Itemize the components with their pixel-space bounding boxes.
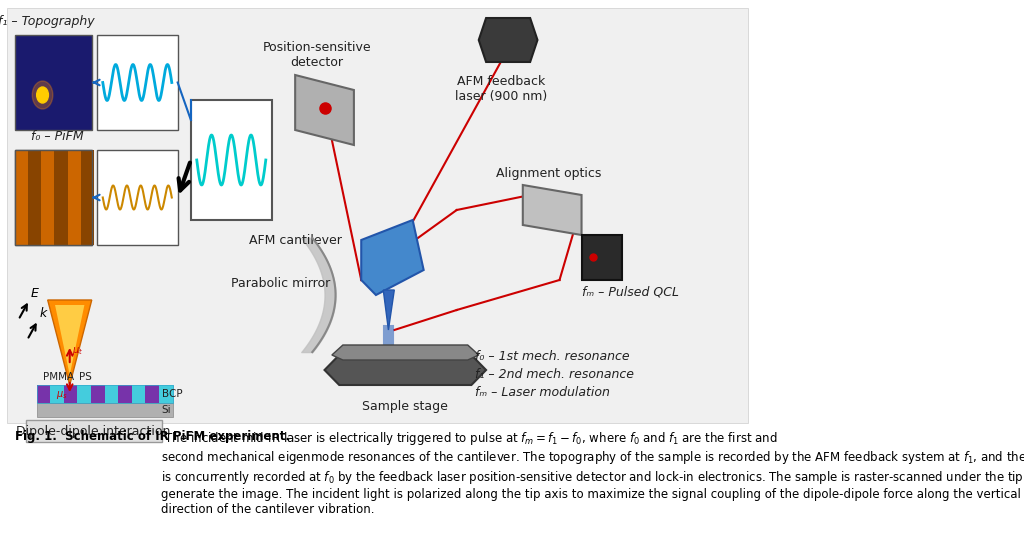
Text: Dipole-dipole interaction: Dipole-dipole interaction [16, 425, 170, 438]
FancyBboxPatch shape [582, 235, 622, 280]
Text: AFM feedback
laser (900 nm): AFM feedback laser (900 nm) [455, 75, 547, 103]
FancyBboxPatch shape [54, 150, 68, 245]
FancyBboxPatch shape [81, 150, 94, 245]
Text: $\mu_s$: $\mu_s$ [56, 389, 69, 401]
FancyBboxPatch shape [145, 385, 159, 403]
Polygon shape [361, 220, 424, 295]
Text: $\mu_t$: $\mu_t$ [72, 345, 83, 357]
Polygon shape [295, 75, 354, 145]
Text: k: k [40, 307, 47, 320]
Text: Sample stage: Sample stage [362, 400, 449, 413]
Text: f₀ – PiFM: f₀ – PiFM [31, 130, 83, 143]
FancyBboxPatch shape [132, 385, 145, 403]
FancyBboxPatch shape [118, 385, 132, 403]
Text: PMMA: PMMA [43, 372, 75, 382]
FancyBboxPatch shape [14, 150, 92, 245]
Text: Position-sensitive
detector: Position-sensitive detector [263, 41, 372, 69]
FancyBboxPatch shape [28, 150, 41, 245]
FancyBboxPatch shape [37, 403, 172, 417]
Text: Si: Si [162, 405, 171, 415]
FancyBboxPatch shape [7, 8, 748, 423]
Text: f₁ – 2nd mech. resonance: f₁ – 2nd mech. resonance [475, 368, 634, 381]
FancyBboxPatch shape [14, 150, 28, 245]
FancyBboxPatch shape [37, 385, 50, 403]
Text: fₘ – Laser modulation: fₘ – Laser modulation [475, 386, 610, 399]
Text: AFM cantilever: AFM cantilever [249, 233, 341, 246]
Text: PS: PS [80, 372, 92, 382]
Polygon shape [55, 305, 84, 375]
Polygon shape [523, 185, 582, 235]
FancyBboxPatch shape [97, 150, 178, 245]
Text: fₘ – Pulsed QCL: fₘ – Pulsed QCL [582, 285, 679, 298]
Text: f₀ – 1st mech. resonance: f₀ – 1st mech. resonance [475, 350, 630, 363]
Text: Alignment optics: Alignment optics [496, 167, 601, 180]
Circle shape [33, 81, 53, 109]
Text: f₁ – Topography: f₁ – Topography [0, 15, 94, 28]
FancyBboxPatch shape [68, 150, 81, 245]
FancyBboxPatch shape [190, 100, 271, 220]
FancyBboxPatch shape [37, 385, 172, 403]
Polygon shape [479, 18, 538, 62]
Text: E: E [31, 287, 39, 300]
FancyBboxPatch shape [97, 35, 178, 130]
FancyBboxPatch shape [50, 385, 63, 403]
Circle shape [37, 87, 48, 103]
FancyBboxPatch shape [41, 150, 54, 245]
FancyBboxPatch shape [26, 420, 162, 442]
Polygon shape [383, 290, 394, 330]
Text: BCP: BCP [162, 389, 182, 399]
Text: Parabolic mirror: Parabolic mirror [230, 277, 330, 290]
Text: Fig. 1.  Schematic of IR PiFM experiment.: Fig. 1. Schematic of IR PiFM experiment. [14, 430, 290, 443]
Polygon shape [325, 355, 486, 385]
Polygon shape [48, 300, 92, 385]
Text: The incident mid-IR laser is electrically triggered to pulse at $f_m = f_1 - f_0: The incident mid-IR laser is electricall… [161, 430, 1024, 516]
FancyBboxPatch shape [104, 385, 118, 403]
FancyBboxPatch shape [78, 385, 91, 403]
FancyBboxPatch shape [63, 385, 78, 403]
Polygon shape [332, 345, 479, 360]
FancyBboxPatch shape [14, 35, 92, 130]
FancyBboxPatch shape [91, 385, 104, 403]
FancyBboxPatch shape [159, 385, 172, 403]
